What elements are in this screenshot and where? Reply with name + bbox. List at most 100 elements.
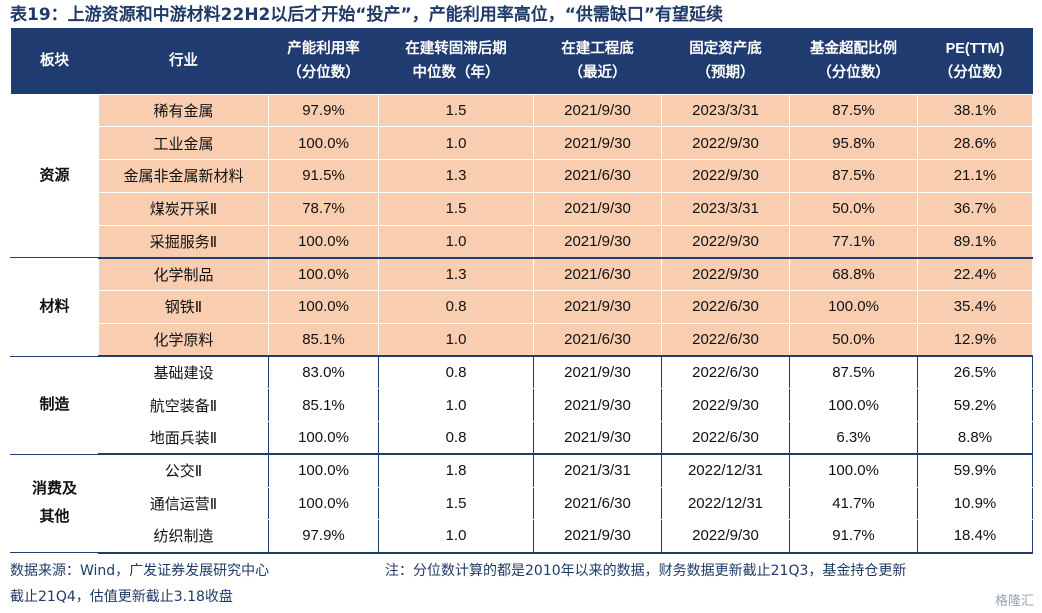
value-cell: 100.0%	[268, 126, 379, 160]
value-cell: 41.7%	[789, 486, 918, 521]
value-cell: 0.8	[378, 355, 534, 390]
column-header: PE(TTM) （分位数）	[917, 28, 1033, 94]
column-header-sublabel: （分位数）	[817, 64, 890, 81]
value-cell: 2022/12/31	[661, 486, 790, 521]
value-cell: 2021/9/30	[533, 191, 662, 226]
value-cell: 89.1%	[917, 224, 1033, 259]
value-cell: 100.0%	[268, 224, 379, 259]
value-cell: 1.0	[378, 519, 534, 554]
value-cell: 2022/9/30	[661, 519, 790, 554]
industry-cell: 航空装备Ⅱ	[98, 388, 269, 422]
column-header-label: 基金超配比例	[810, 40, 897, 57]
industry-cell: 纺织制造	[98, 519, 269, 554]
value-cell: 2021/9/30	[533, 224, 662, 259]
value-cell: 100.0%	[268, 421, 379, 456]
column-header: 产能利用率 （分位数）	[268, 28, 379, 94]
value-cell: 100.0%	[789, 388, 918, 422]
value-cell: 22.4%	[917, 257, 1033, 291]
value-cell: 68.8%	[789, 257, 918, 291]
column-header: 在建转固滞后期 中位数（年）	[378, 28, 534, 94]
value-cell: 1.3	[378, 257, 534, 291]
value-cell: 2021/9/30	[533, 93, 662, 128]
footnote-continued: 截止21Q4，估值更新截止3.18收盘	[10, 589, 233, 605]
table-body: 资源 稀有金属 97.9% 1.5 2021/9/30 2023/3/31 87.5% 38.…	[10, 93, 1033, 554]
value-cell: 1.5	[378, 486, 534, 521]
value-cell: 1.3	[378, 159, 534, 193]
source-note: 数据来源：Wind，广发证券发展研究中心	[10, 563, 270, 579]
value-cell: 0.8	[378, 421, 534, 456]
value-cell: 26.5%	[917, 355, 1033, 390]
industry-cell: 化学原料	[98, 322, 269, 357]
data-table: 板块 行业 产能利用率 （分位数） 在建转固滞后期 中位数（年） 在建工程底 （最近） 固定资产…	[10, 28, 1033, 554]
value-cell: 2022/9/30	[661, 388, 790, 422]
value-cell: 59.2%	[917, 388, 1033, 422]
value-cell: 87.5%	[789, 355, 918, 390]
value-cell: 35.4%	[917, 290, 1033, 324]
table-row: 通信运营Ⅱ 100.0% 1.5 2021/6/30 2022/12/31 41.7% 10…	[11, 486, 1033, 521]
value-cell: 50.0%	[789, 191, 918, 226]
value-cell: 12.9%	[917, 322, 1033, 357]
column-header-label: 在建工程底	[561, 40, 634, 57]
column-header-sublabel: （分位数）	[938, 64, 1012, 81]
table-row: 金属非金属新材料 91.5% 1.3 2021/6/30 2022/9/30 87.5% 2…	[11, 159, 1033, 193]
industry-cell: 钢铁Ⅱ	[98, 290, 269, 324]
column-header-sublabel: （最近）	[568, 64, 627, 81]
watermark-logo: 格隆汇	[994, 594, 1034, 609]
value-cell: 2021/3/31	[533, 453, 662, 488]
table-row: 钢铁Ⅱ 100.0% 0.8 2021/9/30 2022/6/30 100.0% 35.4…	[11, 290, 1033, 324]
value-cell: 1.0	[378, 126, 534, 160]
value-cell: 100.0%	[268, 290, 379, 324]
value-cell: 2022/9/30	[661, 257, 790, 291]
value-cell: 28.6%	[917, 126, 1033, 160]
industry-cell: 化学制品	[98, 257, 269, 291]
column-header: 固定资产底 （预期）	[661, 28, 790, 94]
value-cell: 100.0%	[268, 486, 379, 521]
column-header-sublabel: （预期）	[696, 64, 755, 81]
column-header-sublabel: （分位数）	[287, 64, 360, 81]
value-cell: 2022/9/30	[661, 126, 790, 160]
value-cell: 2022/6/30	[661, 322, 790, 357]
value-cell: 2022/9/30	[661, 159, 790, 193]
industry-cell: 通信运营Ⅱ	[98, 486, 269, 521]
column-header-label: PE(TTM)	[945, 40, 1005, 57]
value-cell: 1.8	[378, 453, 534, 488]
table-row: 煤炭开采Ⅱ 78.7% 1.5 2021/9/30 2023/3/31 50.0% 36.7…	[11, 191, 1033, 226]
value-cell: 6.3%	[789, 421, 918, 456]
value-cell: 87.5%	[789, 159, 918, 193]
industry-cell: 工业金属	[98, 126, 269, 160]
value-cell: 100.0%	[789, 290, 918, 324]
value-cell: 85.1%	[268, 388, 379, 422]
value-cell: 2021/6/30	[533, 486, 662, 521]
value-cell: 2021/6/30	[533, 159, 662, 193]
value-cell: 100.0%	[268, 257, 379, 291]
column-header: 在建工程底 （最近）	[533, 28, 662, 94]
column-header-label: 行业	[169, 52, 198, 69]
value-cell: 77.1%	[789, 224, 918, 259]
column-header-label: 板块	[40, 52, 69, 69]
value-cell: 59.9%	[917, 453, 1033, 488]
value-cell: 2021/9/30	[533, 126, 662, 160]
table-row: 航空装备Ⅱ 85.1% 1.0 2021/9/30 2022/9/30 100.0% 59.…	[11, 388, 1033, 422]
value-cell: 2021/9/30	[533, 290, 662, 324]
value-cell: 2022/12/31	[661, 453, 790, 488]
value-cell: 2022/6/30	[661, 421, 790, 456]
value-cell: 1.0	[378, 388, 534, 422]
industry-cell: 地面兵装Ⅱ	[98, 421, 269, 456]
value-cell: 78.7%	[268, 191, 379, 226]
column-header: 行业	[98, 28, 269, 94]
footnote: 注：分位数计算的都是2010年以来的数据，财务数据更新截止21Q3，基金持仓更新	[385, 563, 907, 579]
value-cell: 21.1%	[917, 159, 1033, 193]
value-cell: 2021/6/30	[533, 322, 662, 357]
industry-cell: 金属非金属新材料	[98, 159, 269, 193]
value-cell: 2022/9/30	[661, 224, 790, 259]
industry-cell: 公交Ⅱ	[98, 453, 269, 488]
value-cell: 1.5	[378, 93, 534, 128]
value-cell: 91.7%	[789, 519, 918, 554]
column-header-sublabel: 中位数（年）	[412, 64, 500, 81]
sector-label: 制造	[10, 355, 99, 455]
column-header: 板块	[10, 28, 99, 94]
value-cell: 100.0%	[789, 453, 918, 488]
value-cell: 0.8	[378, 290, 534, 324]
value-cell: 97.9%	[268, 519, 379, 554]
value-cell: 91.5%	[268, 159, 379, 193]
